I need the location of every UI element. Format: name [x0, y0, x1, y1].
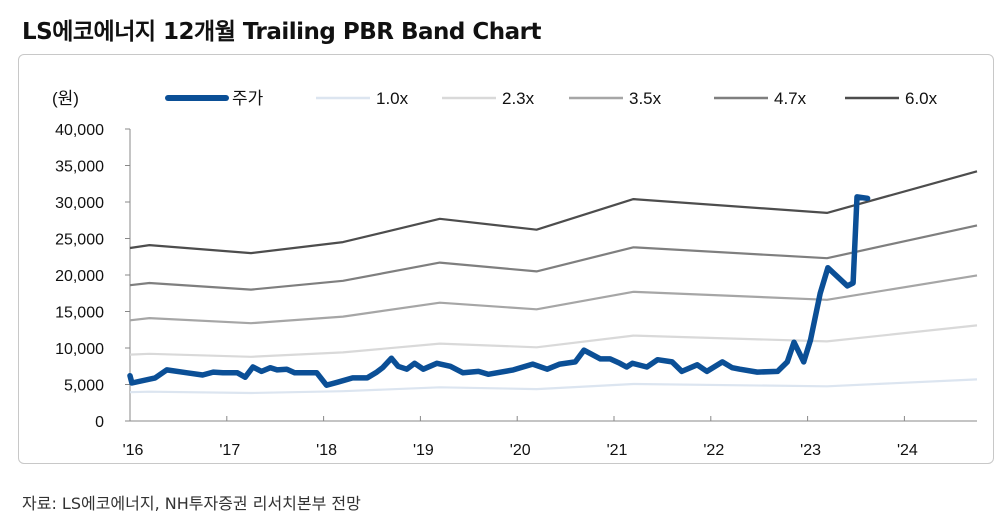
- legend-item: 6.0x: [845, 89, 938, 108]
- chart-title: LS에코에너지 12개월 Trailing PBR Band Chart: [22, 19, 542, 45]
- x-tick-label: '23: [800, 442, 821, 459]
- legend-label: 3.5x: [629, 89, 662, 108]
- legend-label: 2.3x: [502, 89, 535, 108]
- x-tick-label: '17: [219, 442, 240, 459]
- y-tick-label: 35,000: [55, 159, 104, 176]
- band-line-6-0x: [129, 170, 978, 255]
- legend-label: 1.0x: [376, 89, 409, 108]
- y-tick-label: 30,000: [55, 195, 104, 212]
- legend-item: 주가: [165, 89, 264, 108]
- band-line-3-5x: [129, 274, 978, 325]
- band-line-4-7x: [129, 224, 978, 291]
- x-tick-label: '19: [413, 442, 434, 459]
- chart-frame: [18, 54, 994, 464]
- x-tick-label: '20: [510, 442, 531, 459]
- source-note: 자료: LS에코에너지, NH투자증권 리서치본부 전망: [22, 494, 361, 513]
- price-line: [127, 194, 871, 388]
- y-tick-label: 40,000: [55, 122, 104, 139]
- legend-item: 3.5x: [569, 89, 662, 108]
- x-tick-label: '24: [897, 442, 918, 459]
- y-tick-label: 25,000: [55, 232, 104, 249]
- x-tick-label: '16: [123, 442, 144, 459]
- legend-item: 1.0x: [316, 89, 409, 108]
- legend-item: 4.7x: [714, 89, 807, 108]
- x-tick-label: '22: [703, 442, 724, 459]
- legend-label: 6.0x: [905, 89, 938, 108]
- y-tick-label: 20,000: [55, 268, 104, 285]
- legend-label: 4.7x: [774, 89, 807, 108]
- y-tick-label: 15,000: [55, 305, 104, 322]
- band-line-1-0x: [129, 378, 978, 395]
- band-line-2-3x: [129, 324, 978, 358]
- x-tick-label: '21: [607, 442, 628, 459]
- y-tick-label: 5,000: [64, 378, 104, 395]
- x-tick-label: '18: [316, 442, 337, 459]
- legend-label: 주가: [232, 89, 264, 108]
- unit-label: (원): [52, 89, 79, 108]
- y-tick-label: 0: [95, 414, 104, 431]
- y-tick-label: 10,000: [55, 341, 104, 358]
- legend-item: 2.3x: [442, 89, 535, 108]
